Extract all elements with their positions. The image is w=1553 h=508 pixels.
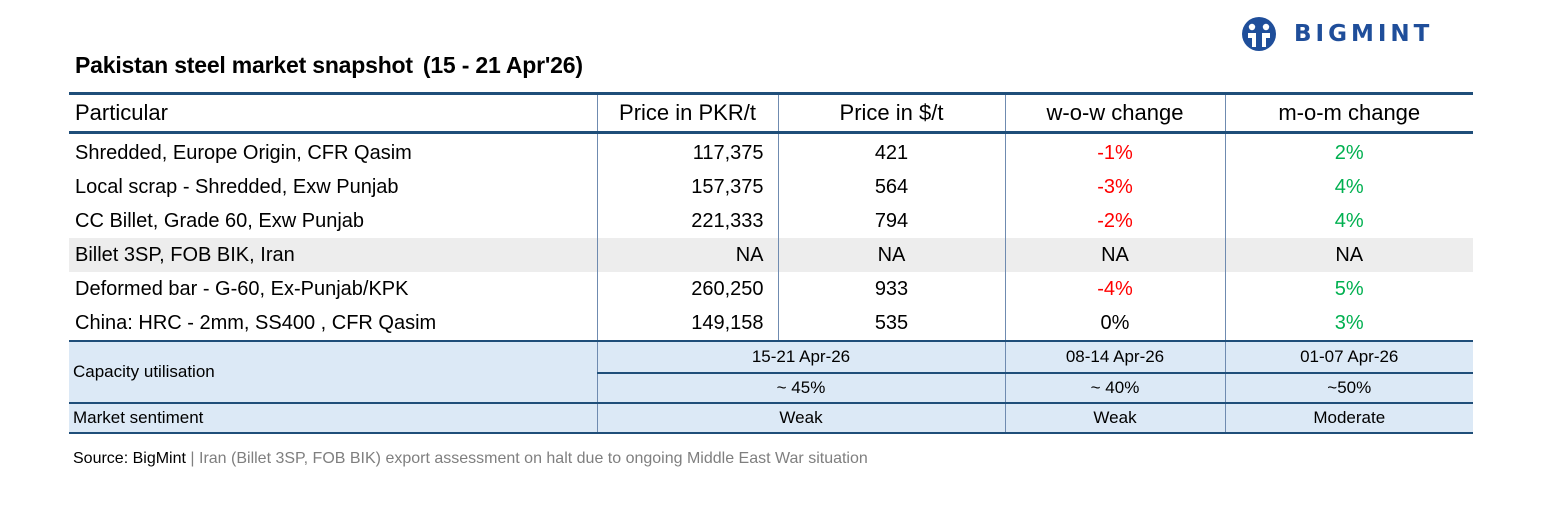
table-row: Shredded, Europe Origin, CFR Qasim 117,3…	[69, 132, 1473, 170]
price-usd-cell: 933	[778, 272, 1006, 306]
price-usd-cell: 794	[778, 204, 1006, 238]
mom-change-cell: 3%	[1334, 311, 1364, 334]
wow-change-cell: -3%	[1005, 170, 1226, 204]
capacity-period-previous-week: 08-14 Apr-26	[1005, 340, 1226, 373]
capacity-period-current: 15-21 Apr-26	[597, 340, 1006, 373]
mom-change-cell: 2%	[1334, 141, 1364, 164]
price-pkr-cell: 260,250	[597, 272, 779, 306]
capacity-period-row: Capacity utilisation 15-21 Apr-26 08-14 …	[69, 340, 1473, 403]
price-usd-cell: 535	[778, 306, 1006, 341]
price-pkr-cell: 221,333	[597, 204, 779, 238]
capacity-utilisation-label: Capacity utilisation	[69, 340, 598, 403]
capacity-value-previous-month: ~50%	[1225, 372, 1473, 403]
bigmint-logo-text: BIGMINT	[1294, 21, 1434, 47]
market-snapshot-table: Particular Price in PKR/t Price in $/t w…	[69, 92, 1473, 434]
wow-change-cell: -2%	[1005, 204, 1226, 238]
market-sentiment-label: Market sentiment	[69, 402, 598, 434]
sentiment-previous-month: Moderate	[1225, 402, 1473, 434]
header-price-usd: Price in $/t	[778, 92, 1006, 134]
price-usd-cell: NA	[778, 238, 1006, 272]
price-pkr-cell: 117,375	[597, 132, 779, 170]
price-pkr-cell: 149,158	[597, 306, 779, 341]
price-pkr-cell: NA	[597, 238, 779, 272]
table-row: Billet 3SP, FOB BIK, Iran NA NA NA NA	[69, 238, 1473, 272]
particular-cell: China: HRC - 2mm, SS400 , CFR Qasim	[69, 306, 598, 341]
table-row: Deformed bar - G-60, Ex-Punjab/KPK 260,2…	[69, 272, 1473, 306]
header-price-pkr: Price in PKR/t	[597, 92, 779, 134]
particular-cell: Deformed bar - G-60, Ex-Punjab/KPK	[69, 272, 598, 306]
wow-change-cell: -4%	[1005, 272, 1226, 306]
capacity-value-current: ~ 45%	[597, 372, 1006, 403]
source-label: Source: BigMint	[73, 450, 186, 467]
capacity-value-row: ~ 45% ~ 40% ~50%	[69, 372, 1473, 403]
particular-cell: Billet 3SP, FOB BIK, Iran	[69, 238, 598, 272]
particular-cell: Local scrap - Shredded, Exw Punjab	[69, 170, 598, 204]
wow-change-cell: NA	[1005, 238, 1226, 272]
header-wow-change: w-o-w change	[1005, 92, 1226, 134]
table-row: China: HRC - 2mm, SS400 , CFR Qasim 149,…	[69, 306, 1473, 341]
price-pkr-cell: 157,375	[597, 170, 779, 204]
sentiment-current: Weak	[597, 402, 1006, 434]
capacity-value-previous-week: ~ 40%	[1005, 372, 1226, 403]
particular-cell: CC Billet, Grade 60, Exw Punjab	[69, 204, 598, 238]
source-note: Iran (Billet 3SP, FOB BIK) export assess…	[199, 450, 868, 467]
mom-change-cell: 5%	[1334, 277, 1364, 300]
wow-change-cell: 0%	[1005, 306, 1226, 341]
source-footnote: Source: BigMint | Iran (Billet 3SP, FOB …	[73, 450, 868, 468]
table-row: CC Billet, Grade 60, Exw Punjab 221,333 …	[69, 204, 1473, 238]
particular-cell: Shredded, Europe Origin, CFR Qasim	[69, 132, 598, 170]
header-particular: Particular	[69, 92, 598, 134]
price-usd-cell: 421	[778, 132, 1006, 170]
wow-change-cell: -1%	[1005, 132, 1226, 170]
header-mom-change: m-o-m change	[1225, 92, 1473, 134]
title-main: Pakistan steel market snapshot	[75, 52, 413, 78]
bigmint-logo: BIGMINT	[1238, 14, 1433, 54]
sentiment-previous-week: Weak	[1005, 402, 1226, 434]
table-row: Local scrap - Shredded, Exw Punjab 157,3…	[69, 170, 1473, 204]
price-usd-cell: 564	[778, 170, 1006, 204]
bigmint-logo-icon	[1242, 17, 1276, 51]
title-date-range: (15 - 21 Apr'26)	[422, 52, 583, 78]
table-header-row: Particular Price in PKR/t Price in $/t w…	[69, 92, 1473, 134]
source-separator: |	[190, 450, 195, 467]
market-sentiment-row: Market sentiment Weak Weak Moderate	[69, 402, 1473, 434]
mom-change-cell: 4%	[1334, 175, 1364, 198]
capacity-period-previous-month: 01-07 Apr-26	[1225, 340, 1473, 373]
mom-change-cell: NA	[1225, 238, 1473, 272]
page-title: Pakistan steel market snapshot (15 - 21 A…	[75, 52, 583, 79]
mom-change-cell: 4%	[1334, 209, 1364, 232]
